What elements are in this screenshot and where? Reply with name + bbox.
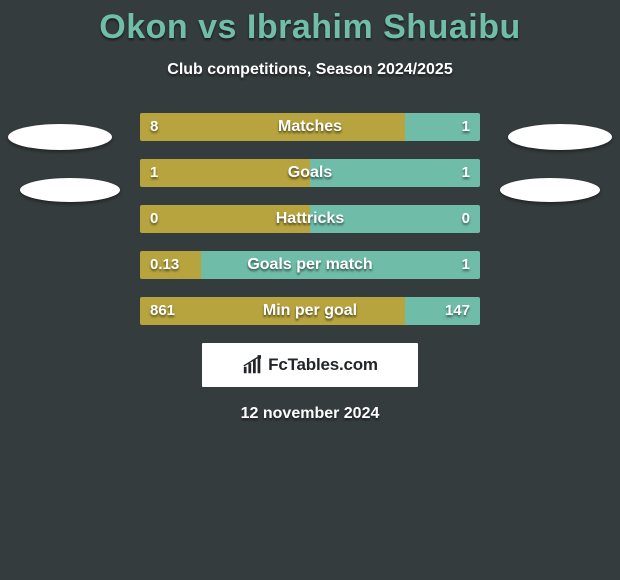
stat-bar: 81Matches <box>140 113 480 141</box>
bar-left <box>140 297 405 325</box>
bar-left <box>140 205 310 233</box>
stat-row: 11Goals <box>0 159 620 187</box>
value-left: 861 <box>150 297 175 325</box>
stat-row: 0.131Goals per match <box>0 251 620 279</box>
value-right: 1 <box>462 113 470 141</box>
value-right: 1 <box>462 159 470 187</box>
bar-right <box>201 251 480 279</box>
value-right: 147 <box>445 297 470 325</box>
bar-left <box>140 159 310 187</box>
date-text: 12 november 2024 <box>0 405 620 423</box>
bar-chart-icon <box>242 354 264 376</box>
stat-row: 00Hattricks <box>0 205 620 233</box>
bar-left <box>140 113 405 141</box>
value-right: 0 <box>462 205 470 233</box>
bar-right <box>310 205 480 233</box>
value-left: 8 <box>150 113 158 141</box>
value-left: 0 <box>150 205 158 233</box>
page-title: Okon vs Ibrahim Shuaibu <box>0 0 620 47</box>
value-right: 1 <box>462 251 470 279</box>
value-left: 1 <box>150 159 158 187</box>
brand-text: FcTables.com <box>268 355 378 375</box>
stat-bar: 00Hattricks <box>140 205 480 233</box>
stat-row: 81Matches <box>0 113 620 141</box>
value-left: 0.13 <box>150 251 179 279</box>
stat-bar: 11Goals <box>140 159 480 187</box>
subtitle: Club competitions, Season 2024/2025 <box>0 61 620 79</box>
bar-right <box>310 159 480 187</box>
brand-badge: FcTables.com <box>202 343 418 387</box>
stat-bar: 861147Min per goal <box>140 297 480 325</box>
stat-row: 861147Min per goal <box>0 297 620 325</box>
stat-bar: 0.131Goals per match <box>140 251 480 279</box>
